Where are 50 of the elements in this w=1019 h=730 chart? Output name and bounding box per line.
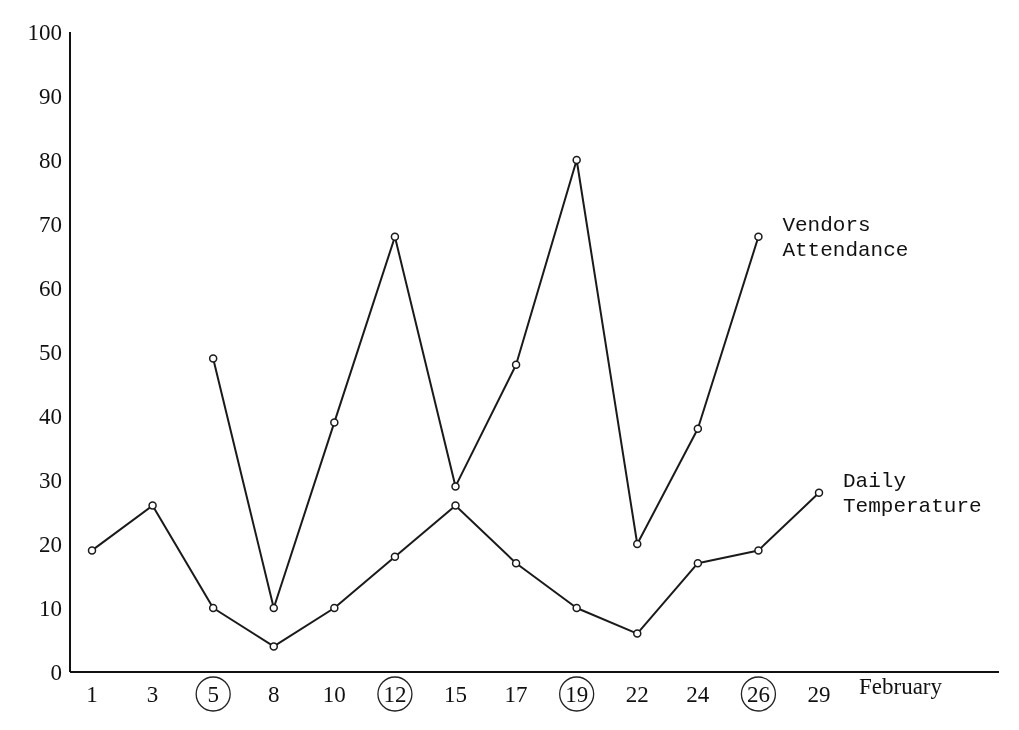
x-tick-label: 22 [625, 682, 649, 707]
x-tick-label: 1 [86, 682, 98, 707]
x-tick-label: 12 [383, 682, 407, 707]
y-tick-label: 100 [27, 20, 62, 46]
point [269, 603, 278, 613]
point [754, 546, 763, 555]
y-tick-label: 0 [50, 660, 62, 686]
point [511, 558, 521, 568]
series-label: Vendors Attendance [782, 213, 909, 262]
point [693, 558, 703, 568]
point [330, 418, 339, 427]
x-tick-label: 15 [444, 682, 467, 707]
x-tick-label: 17 [504, 682, 528, 707]
point [87, 546, 97, 555]
point [208, 354, 218, 363]
x-tick-label: 8 [268, 682, 280, 707]
point [633, 539, 642, 549]
y-tick-label: 10 [39, 596, 62, 622]
point [693, 424, 703, 434]
point [451, 482, 460, 491]
x-axis-title: February [859, 674, 943, 699]
x-tick-label: 3 [146, 682, 159, 707]
x-tick-label: 24 [686, 682, 710, 707]
point [269, 642, 278, 651]
y-tick-label: 20 [39, 532, 62, 558]
point [390, 552, 400, 562]
y-tick-label: 80 [39, 148, 62, 174]
point [572, 155, 581, 165]
y-tick-label: 50 [39, 340, 62, 366]
point [390, 232, 400, 242]
y-tick-label: 60 [39, 276, 62, 302]
y-tick-label: 30 [39, 468, 62, 494]
y-tick-label: 70 [39, 212, 62, 238]
point [148, 501, 157, 510]
y-tick-label: 40 [39, 404, 62, 430]
y-tick-label: 90 [39, 84, 62, 110]
x-tick-label: 19 [565, 682, 589, 707]
x-tick-label: 10 [322, 682, 346, 707]
point [511, 360, 521, 370]
x-tick-label: 5 [207, 682, 219, 707]
x-tick-label: 26 [746, 682, 770, 707]
point [814, 488, 824, 498]
point [754, 232, 763, 242]
series-label: Daily Temperature [843, 469, 982, 518]
x-tick-label: 29 [807, 682, 831, 707]
point [208, 603, 218, 613]
point [330, 603, 339, 613]
point [572, 603, 581, 613]
point [451, 501, 460, 510]
point [633, 629, 642, 638]
